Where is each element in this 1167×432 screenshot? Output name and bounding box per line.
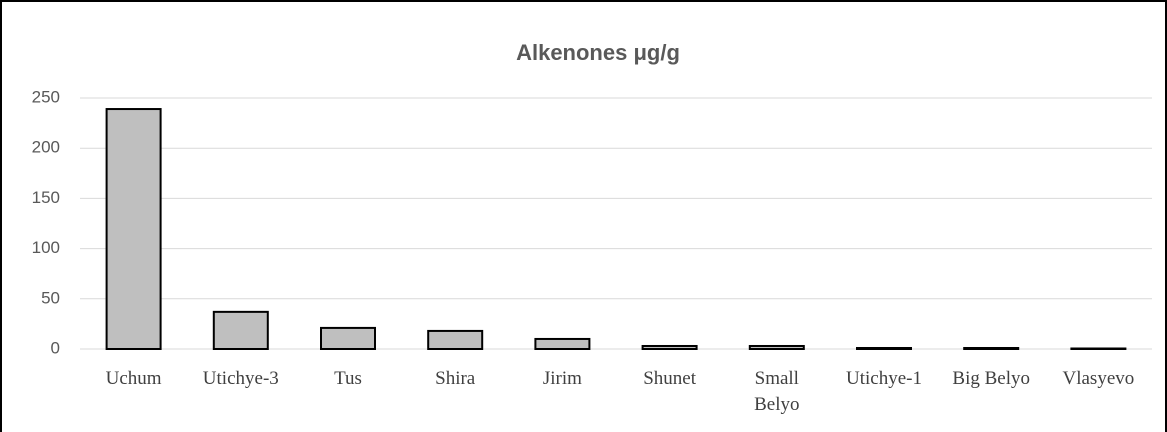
x-tick-label: Utichye-1 [846, 368, 922, 389]
x-tick-label: Uchum [105, 368, 162, 389]
bar [534, 337, 591, 350]
bar [856, 346, 912, 351]
y-tick-label: 50 [41, 288, 60, 307]
x-tick-label: Jirim [542, 368, 582, 389]
bar [963, 346, 1020, 351]
bar [427, 329, 484, 351]
y-tick-label: 150 [32, 188, 60, 207]
y-tick-label: 200 [32, 138, 60, 157]
bar [105, 108, 162, 350]
x-tick-label: Shunet [643, 368, 696, 389]
x-tick-label: Vlasyevo [1062, 368, 1135, 389]
x-tick-label: Utichye-3 [202, 368, 279, 389]
y-tick-label: 100 [32, 238, 60, 257]
bar [748, 344, 805, 351]
x-tick-label: Big Belyo [952, 368, 1030, 389]
y-tick-label: 0 [51, 338, 60, 357]
x-tick-label: Shira [435, 368, 476, 389]
x-tick-label: Small Belyo [754, 368, 800, 415]
chart-title: Alkenones μg/g [516, 40, 680, 65]
bar [320, 326, 376, 350]
x-tick-label: Tus [334, 368, 362, 389]
y-tick-label: 250 [32, 87, 60, 106]
bar [641, 344, 698, 351]
bar [1070, 347, 1127, 350]
bar [212, 310, 269, 350]
